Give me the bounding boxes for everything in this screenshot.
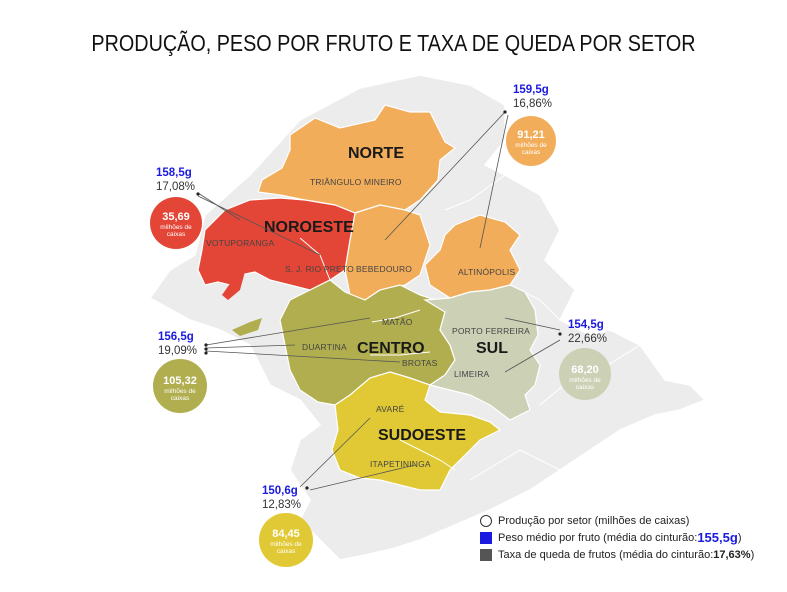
legend-peso-close: ): [737, 531, 742, 544]
sul-taxa: 22,66%: [568, 333, 607, 345]
centro-taxa: 19,09%: [158, 345, 197, 357]
producao-circle-norte: 91,21 milhões de caixas: [506, 116, 556, 166]
norte-taxa: 16,86%: [513, 98, 552, 110]
region-brotas: BROTAS: [402, 358, 438, 368]
leader-dots: [196, 110, 562, 490]
legend-producao: Produção por setor (milhões de caixas): [480, 512, 754, 529]
circle-icon: [480, 514, 492, 527]
svg-text:caixas: caixas: [522, 149, 541, 156]
svg-text:caixas: caixas: [167, 231, 186, 238]
noroeste-taxa: 17,08%: [156, 181, 195, 193]
sector-label-sudoeste: SUDOESTE: [378, 427, 466, 444]
legend-taxa: Taxa de queda de frutos (média do cintur…: [480, 546, 754, 563]
region-altinopolis: ALTINÓPOLIS: [458, 267, 515, 277]
region-sj-rio-preto: S. J. RIO PRETO: [285, 264, 354, 274]
centro-peso: 156,5g: [158, 331, 194, 343]
svg-text:milhões de: milhões de: [160, 224, 192, 231]
sector-noroeste-exclave: [222, 268, 246, 300]
sector-sudoeste: [331, 371, 502, 491]
sudoeste-taxa: 12,83%: [262, 499, 301, 511]
sector-norte: [257, 104, 457, 214]
svg-text:68,20: 68,20: [571, 364, 599, 376]
svg-text:35,69: 35,69: [162, 211, 190, 223]
legend-peso-label: Peso médio por fruto (média do cinturão:: [498, 531, 698, 544]
region-duartina: DUARTINA: [302, 342, 347, 352]
sector-centro-exclave: [232, 318, 262, 336]
legend-peso: Peso médio por fruto (média do cinturão:…: [480, 529, 754, 546]
svg-text:milhões de: milhões de: [270, 541, 302, 548]
legend: Produção por setor (milhões de caixas) P…: [480, 512, 754, 563]
sector-internal-borders: [299, 237, 456, 471]
producao-circle-centro: 105,32 milhões de caixas: [153, 359, 207, 413]
region-avare: AVARÉ: [376, 404, 405, 414]
sudoeste-peso: 150,6g: [262, 485, 298, 497]
svg-text:caixas: caixas: [277, 548, 296, 555]
leader-lines: [197, 111, 561, 491]
svg-text:milhões de: milhões de: [164, 388, 196, 395]
legend-taxa-avg: 17,63%: [713, 548, 751, 561]
noroeste-peso: 158,5g: [156, 167, 192, 179]
blue-square-icon: [480, 531, 492, 544]
sector-label-noroeste: NOROESTE: [264, 219, 354, 236]
svg-text:caixas: caixas: [576, 384, 595, 391]
svg-text:84,45: 84,45: [272, 528, 300, 540]
svg-text:caixas: caixas: [171, 395, 190, 402]
sector-label-centro: CENTRO: [357, 340, 425, 357]
norte-peso: 159,5g: [513, 84, 549, 96]
page-title: PRODUÇÃO, PESO POR FRUTO E TAXA DE QUEDA…: [91, 30, 696, 56]
region-limeira: LIMEIRA: [454, 369, 490, 379]
legend-taxa-close: ): [750, 548, 755, 561]
sector-label-norte: NORTE: [348, 145, 404, 162]
region-bebedouro: BEBEDOURO: [356, 264, 412, 274]
legend-producao-label: Produção por setor (milhões de caixas): [498, 514, 690, 527]
sector-label-sul: SUL: [476, 340, 508, 357]
sul-peso: 154,5g: [568, 319, 604, 331]
region-triangulo-mineiro: TRIÂNGULO MINEIRO: [310, 177, 402, 187]
gray-square-icon: [480, 548, 492, 561]
region-votuporanga: VOTUPORANGA: [206, 238, 274, 248]
sector-sul: [423, 284, 541, 421]
svg-text:91,21: 91,21: [517, 129, 545, 141]
region-porto-ferreira: PORTO FERREIRA: [452, 326, 530, 336]
svg-text:105,32: 105,32: [163, 375, 197, 387]
legend-peso-avg: 155,5g: [697, 530, 738, 545]
region-matao: MATÃO: [382, 317, 413, 327]
region-itapetininga: ITAPETININGA: [370, 459, 431, 469]
legend-taxa-label: Taxa de queda de frutos (média do cintur…: [498, 548, 714, 561]
svg-text:milhões de: milhões de: [569, 377, 601, 384]
producao-circle-noroeste: 35,69 milhões de caixas: [150, 197, 202, 249]
producao-circle-sul: 68,20 milhões de caixas: [559, 348, 611, 400]
svg-text:milhões de: milhões de: [515, 142, 547, 149]
producao-circle-sudoeste: 84,45 milhões de caixas: [259, 513, 313, 567]
